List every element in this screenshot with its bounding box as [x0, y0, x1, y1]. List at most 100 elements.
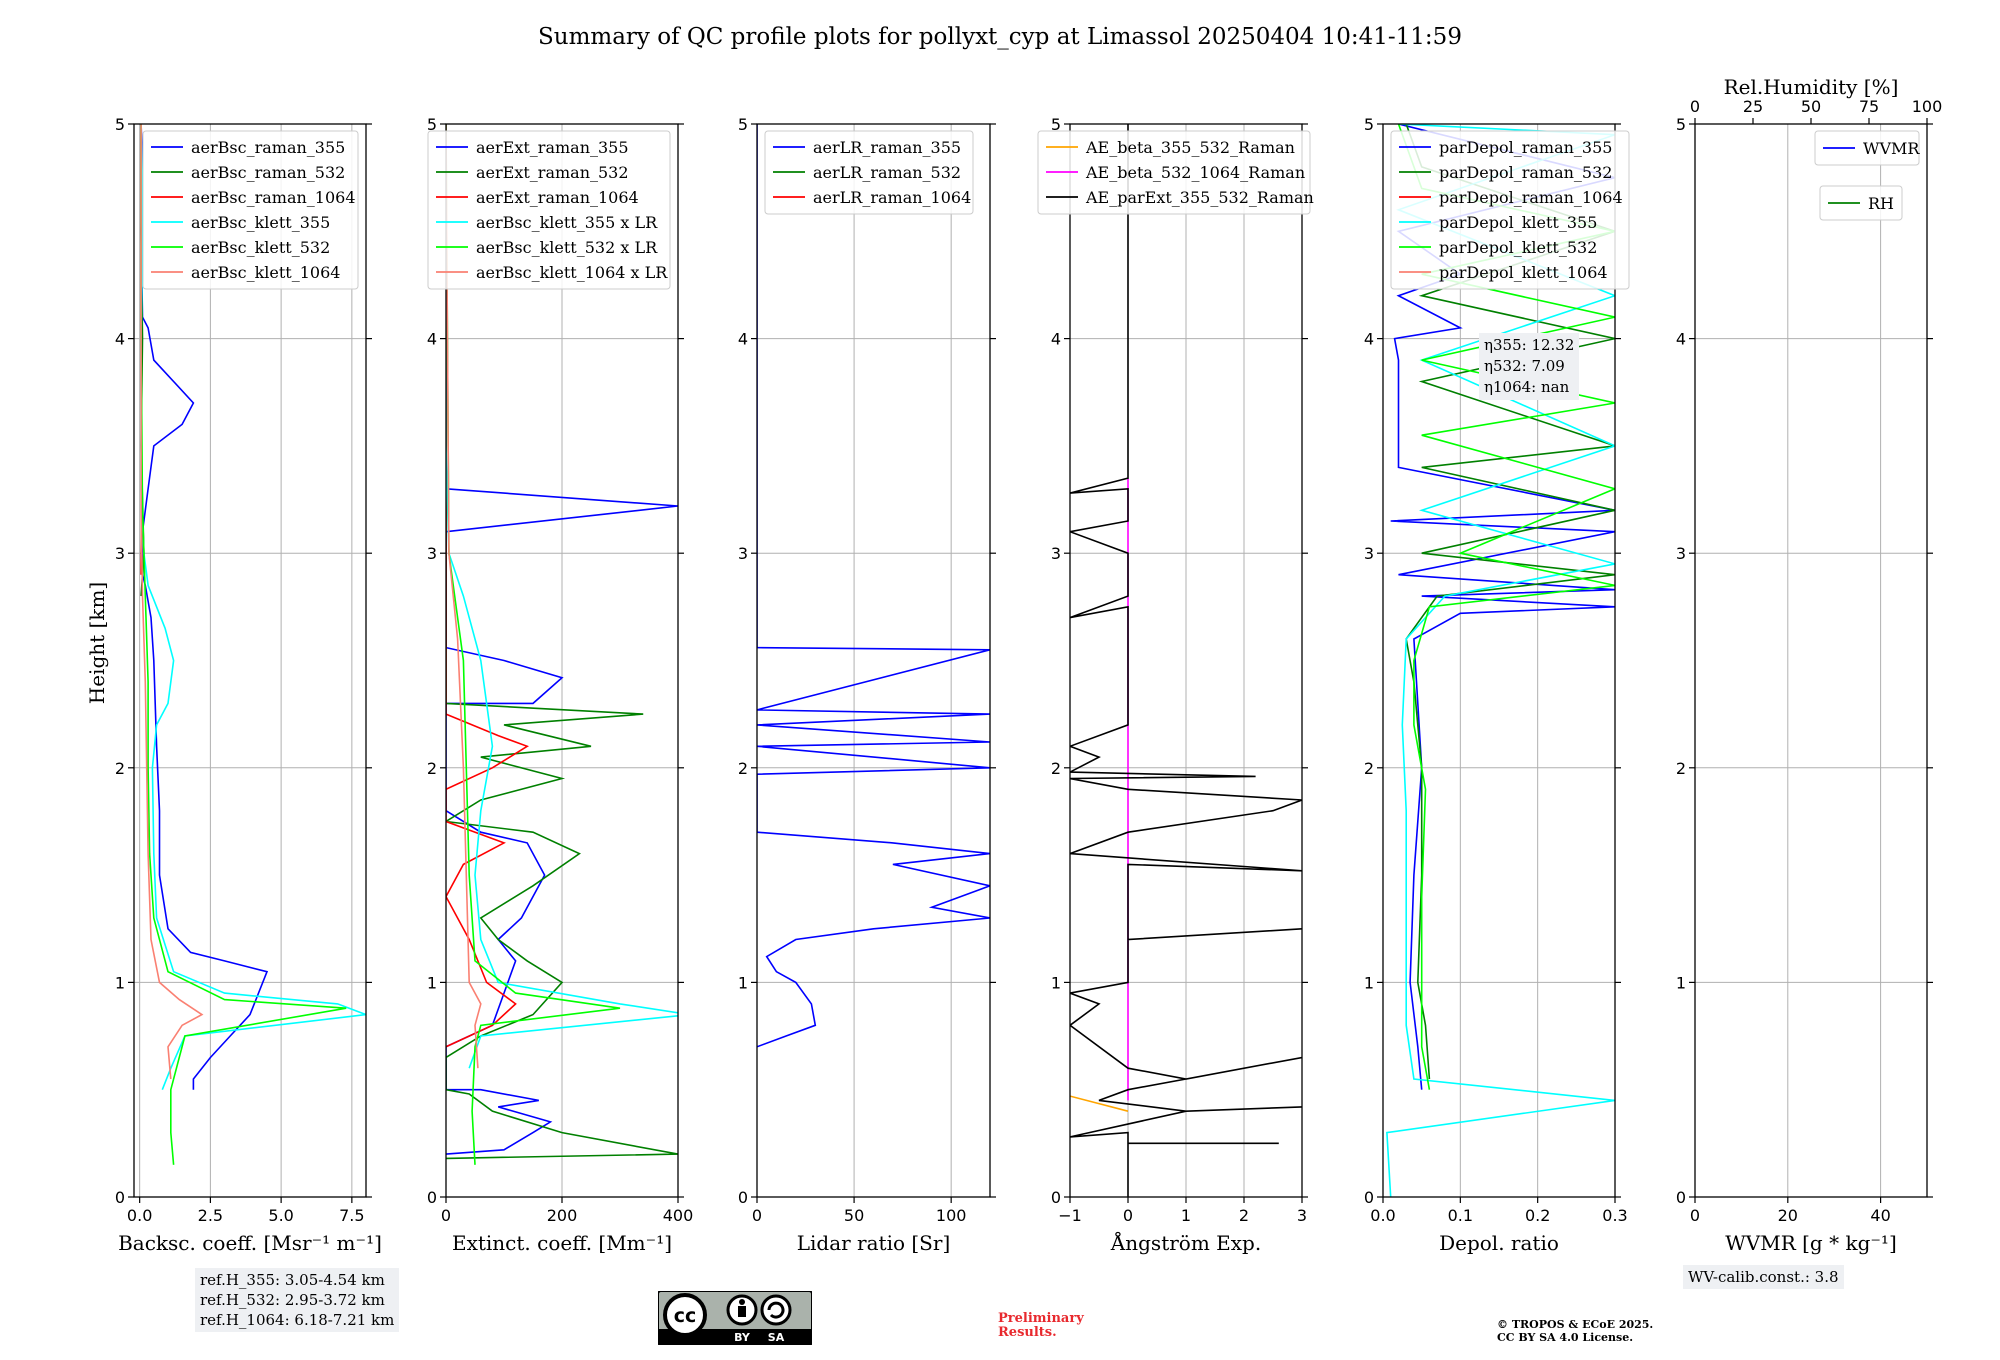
legend-label: parDepol_klett_355 — [1439, 213, 1597, 232]
y-tick-label: 0 — [427, 1188, 437, 1207]
y-tick-label: 2 — [427, 759, 437, 778]
x-tick-label: 5.0 — [268, 1206, 293, 1225]
preliminary-line-1: Preliminary — [998, 1311, 1084, 1326]
preliminary-line-2: Results. — [998, 1325, 1057, 1340]
legend-label: parDepol_klett_532 — [1439, 238, 1597, 257]
y-tick-label: 3 — [738, 544, 748, 563]
series-line-AE_beta_355_532_Raman — [1070, 1095, 1129, 1112]
legend-label: aerLR_raman_532 — [813, 163, 961, 182]
x-tick-label: 100 — [936, 1206, 967, 1225]
legend: aerBsc_raman_355 aerBsc_raman_532 aerBsc_r… — [142, 130, 359, 290]
series-line-aerExt_raman_1064 — [446, 124, 530, 1048]
top-x-tick-label: 0 — [1690, 97, 1700, 116]
legend: aerExt_raman_355 aerExt_raman_532 aerExt_r… — [427, 130, 671, 290]
x-tick-label: 3 — [1297, 1206, 1307, 1225]
series-line-parDepol_raman_355 — [1390, 124, 1615, 1090]
x-tick-label: 1 — [1181, 1206, 1191, 1225]
legend-label: parDepol_raman_355 — [1439, 138, 1612, 157]
eta-annotation-box: η355: 12.32 η532: 7.09 η1064: nan — [1479, 333, 1580, 400]
panel-5: 0.0 0.1 0.2 0.3 0 1 2 3 4 5 Depol. ratio parDepol_r… — [1364, 115, 1630, 1255]
eta-1064: η1064: nan — [1484, 378, 1570, 396]
legend-RH: RH — [1819, 185, 1903, 221]
legend-label: aerBsc_klett_1064 — [191, 263, 340, 282]
ref-height-355: ref.H_355: 3.05-4.54 km — [200, 1271, 385, 1289]
y-tick-label: 3 — [1676, 544, 1686, 563]
wv-calib-box: WV-calib.const.: 3.8 — [1683, 1265, 1844, 1289]
y-tick-label: 4 — [1676, 330, 1686, 349]
x-tick-label: 0 — [752, 1206, 762, 1225]
legend-WVMR: WVMR — [1814, 130, 1920, 166]
x-tick-label: 40 — [1870, 1206, 1890, 1225]
y-tick-label: 4 — [115, 330, 125, 349]
axes-frame — [756, 123, 991, 1198]
y-tick-label: 3 — [115, 544, 125, 563]
copyright-line-1: © TROPOS & ECoE 2025. — [1497, 1318, 1654, 1331]
x-axis-label: Ångström Exp. — [1110, 1230, 1261, 1255]
y-tick-label: 1 — [1676, 973, 1686, 992]
panel-6: 0 20 40 0 1 2 3 4 5 WVMR [g * kg⁻¹] 0 25 50 75 100 Rel.… — [1676, 75, 1942, 1255]
y-tick-label: 1 — [115, 973, 125, 992]
y-tick-label: 3 — [427, 544, 437, 563]
panel-2: 0 200 400 0 1 2 3 4 5 Extinct. coeff. [Mm⁻¹] aerEx… — [427, 115, 693, 1255]
legend-label: aerExt_raman_355 — [476, 138, 629, 157]
x-tick-label: 7.5 — [339, 1206, 364, 1225]
figure-title: Summary of QC profile plots for pollyxt_… — [538, 24, 1462, 50]
x-tick-label: −1 — [1058, 1206, 1082, 1225]
series-line-aerBsc_klett_1064 x LR — [446, 124, 482, 1069]
legend-label: parDepol_klett_1064 — [1439, 263, 1608, 282]
legend: AE_beta_355_532_Raman AE_beta_532_1064_Ra… — [1037, 130, 1314, 215]
panel-3: 0 50 100 0 1 2 3 4 5 Lidar ratio [Sr] aerLR_raman_… — [738, 115, 996, 1255]
y-tick-label: 5 — [738, 115, 748, 134]
y-tick-label: 2 — [1364, 759, 1374, 778]
top-x-tick-label: 50 — [1801, 97, 1821, 116]
legend-label: aerBsc_klett_532 x LR — [476, 238, 658, 257]
preliminary-note: Preliminary Results. — [998, 1312, 1084, 1340]
copyright-note: © TROPOS & ECoE 2025. CC BY SA 4.0 Licen… — [1497, 1318, 1653, 1344]
x-axis-label: Depol. ratio — [1439, 1231, 1559, 1255]
x-tick-label: 20 — [1778, 1206, 1798, 1225]
series-line-aerLR_raman_355 — [757, 124, 990, 1048]
y-tick-label: 5 — [115, 115, 125, 134]
y-tick-label: 1 — [738, 973, 748, 992]
y-tick-label: 4 — [427, 330, 437, 349]
legend: aerLR_raman_355 aerLR_raman_532 aerLR_rama… — [764, 130, 974, 215]
y-tick-label: 2 — [738, 759, 748, 778]
legend: parDepol_raman_355 parDepol_raman_532 parD… — [1390, 130, 1630, 290]
legend-label: AE_parExt_355_532_Raman — [1085, 188, 1314, 207]
legend-label: aerExt_raman_532 — [476, 163, 629, 182]
x-tick-label: 2 — [1239, 1206, 1249, 1225]
legend-label: aerLR_raman_355 — [813, 138, 961, 157]
legend-label: AE_beta_532_1064_Raman — [1085, 163, 1305, 182]
legend-label: AE_beta_355_532_Raman — [1085, 138, 1295, 157]
axes-frame — [1382, 123, 1616, 1198]
x-tick-label: 0 — [1123, 1206, 1133, 1225]
axes-frame — [1694, 123, 1928, 1198]
reference-heights-box: ref.H_355: 3.05-4.54 km ref.H_532: 2.95-… — [195, 1268, 400, 1332]
x-tick-label: 0 — [441, 1206, 451, 1225]
series-line-AE_parExt_355_532_Raman — [1070, 124, 1302, 1197]
cc-by-label: BY — [734, 1331, 751, 1344]
y-tick-label: 4 — [1051, 330, 1061, 349]
legend-label: parDepol_raman_532 — [1439, 163, 1612, 182]
cc-by-sa-badge: cc BY SA — [657, 1290, 813, 1346]
y-tick-label: 1 — [427, 973, 437, 992]
y-tick-label: 3 — [1051, 544, 1061, 563]
y-tick-label: 5 — [1676, 115, 1686, 134]
eta-355: η355: 12.32 — [1484, 336, 1575, 354]
shared-y-axis-label: Height [km] — [85, 582, 109, 704]
y-tick-label: 1 — [1364, 973, 1374, 992]
x-tick-label: 2.5 — [198, 1206, 223, 1225]
panel-1: 0.0 2.5 5.0 7.5 0 1 2 3 4 5 Backsc. coeff. [Msr⁻¹ … — [115, 115, 382, 1255]
y-tick-label: 2 — [1676, 759, 1686, 778]
series-line-aerBsc_klett_355 x LR — [446, 124, 678, 1069]
y-tick-label: 2 — [1051, 759, 1061, 778]
legend-label: WVMR — [1863, 139, 1920, 158]
y-tick-label: 0 — [1676, 1188, 1686, 1207]
y-tick-label: 4 — [738, 330, 748, 349]
legend-label: aerBsc_klett_1064 x LR — [476, 263, 668, 282]
y-tick-label: 5 — [1051, 115, 1061, 134]
x-axis-label: Extinct. coeff. [Mm⁻¹] — [452, 1231, 672, 1255]
wv-calib-text: WV-calib.const.: 3.8 — [1688, 1268, 1839, 1286]
copyright-line-2: CC BY SA 4.0 License. — [1497, 1331, 1634, 1344]
eta-532: η532: 7.09 — [1484, 357, 1565, 375]
